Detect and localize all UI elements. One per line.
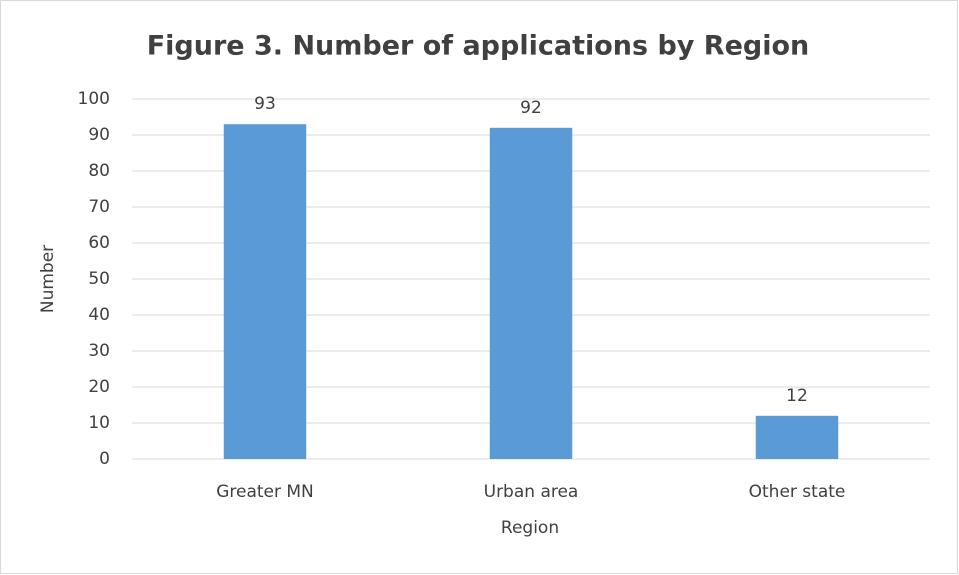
y-tick-label: 20 [88, 377, 110, 397]
data-label: 93 [254, 94, 276, 114]
x-tick-label: Urban area [484, 482, 579, 502]
x-tick-label: Other state [749, 482, 846, 502]
bar [755, 415, 839, 459]
y-axis-label: Number [38, 245, 58, 313]
y-tick-label: 10 [88, 413, 110, 433]
chart-title: Figure 3. Number of applications by Regi… [147, 31, 810, 62]
y-tick-label: 0 [99, 449, 110, 469]
x-axis-label: Region [501, 518, 559, 538]
y-tick-label: 60 [88, 233, 110, 253]
data-label: 92 [520, 98, 542, 118]
x-tick-label: Greater MN [216, 482, 314, 502]
data-label: 12 [786, 386, 808, 406]
y-tick-label: 100 [78, 89, 110, 109]
y-tick-label: 70 [88, 197, 110, 217]
y-tick-label: 80 [88, 161, 110, 181]
y-tick-label: 40 [88, 305, 110, 325]
y-tick-label: 50 [88, 269, 110, 289]
y-tick-label: 30 [88, 341, 110, 361]
bar [489, 127, 573, 460]
bar [223, 124, 307, 459]
y-tick-label: 90 [88, 125, 110, 145]
